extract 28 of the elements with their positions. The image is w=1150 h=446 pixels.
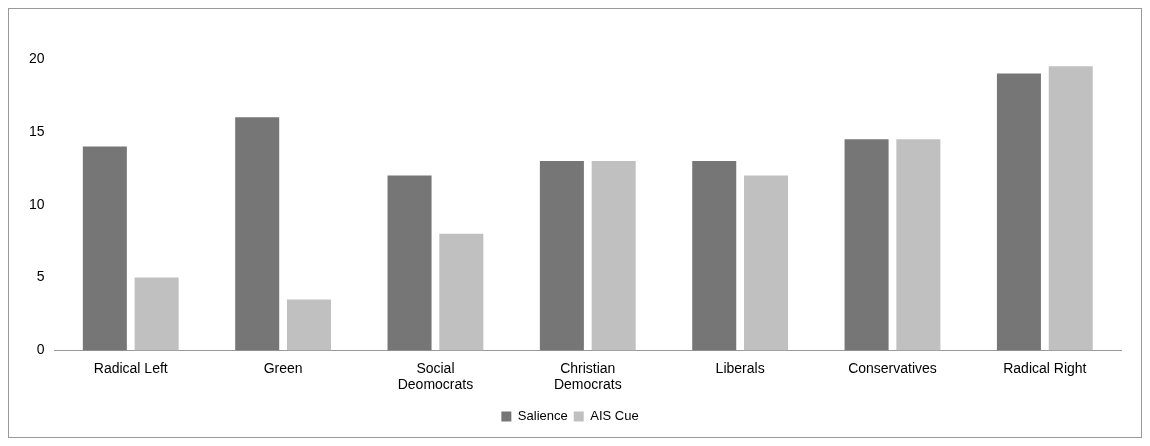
x-tick-label: Green bbox=[263, 359, 303, 376]
x-tick-label: Christian Democrats bbox=[553, 359, 622, 393]
bar bbox=[539, 160, 584, 351]
bar bbox=[844, 139, 889, 351]
y-tick-label: 10 bbox=[28, 195, 45, 212]
bar bbox=[134, 277, 179, 351]
y-tick-label: 15 bbox=[28, 122, 45, 139]
y-tick-label: 5 bbox=[36, 268, 45, 285]
bar bbox=[896, 139, 941, 351]
bar bbox=[1048, 66, 1093, 351]
x-tick-label: Social Deomocrats bbox=[397, 359, 474, 393]
bar bbox=[692, 160, 737, 351]
x-tick-label: Liberals bbox=[715, 359, 765, 376]
x-tick-label: Radical Right bbox=[1003, 359, 1087, 376]
bar bbox=[744, 175, 789, 351]
bar bbox=[387, 175, 432, 351]
bar bbox=[439, 233, 484, 351]
y-tick-label: 0 bbox=[36, 341, 45, 358]
bar bbox=[235, 117, 280, 351]
y-tick-label: 20 bbox=[28, 49, 45, 66]
bar bbox=[286, 299, 332, 351]
bar bbox=[591, 160, 636, 351]
x-tick-label: Conservatives bbox=[848, 359, 937, 376]
x-tick-label: Radical Left bbox=[93, 359, 168, 376]
bar bbox=[996, 73, 1041, 351]
legend-label: AIS Cue bbox=[590, 408, 639, 424]
legend-label: Salience bbox=[517, 408, 568, 424]
bar bbox=[82, 146, 127, 351]
